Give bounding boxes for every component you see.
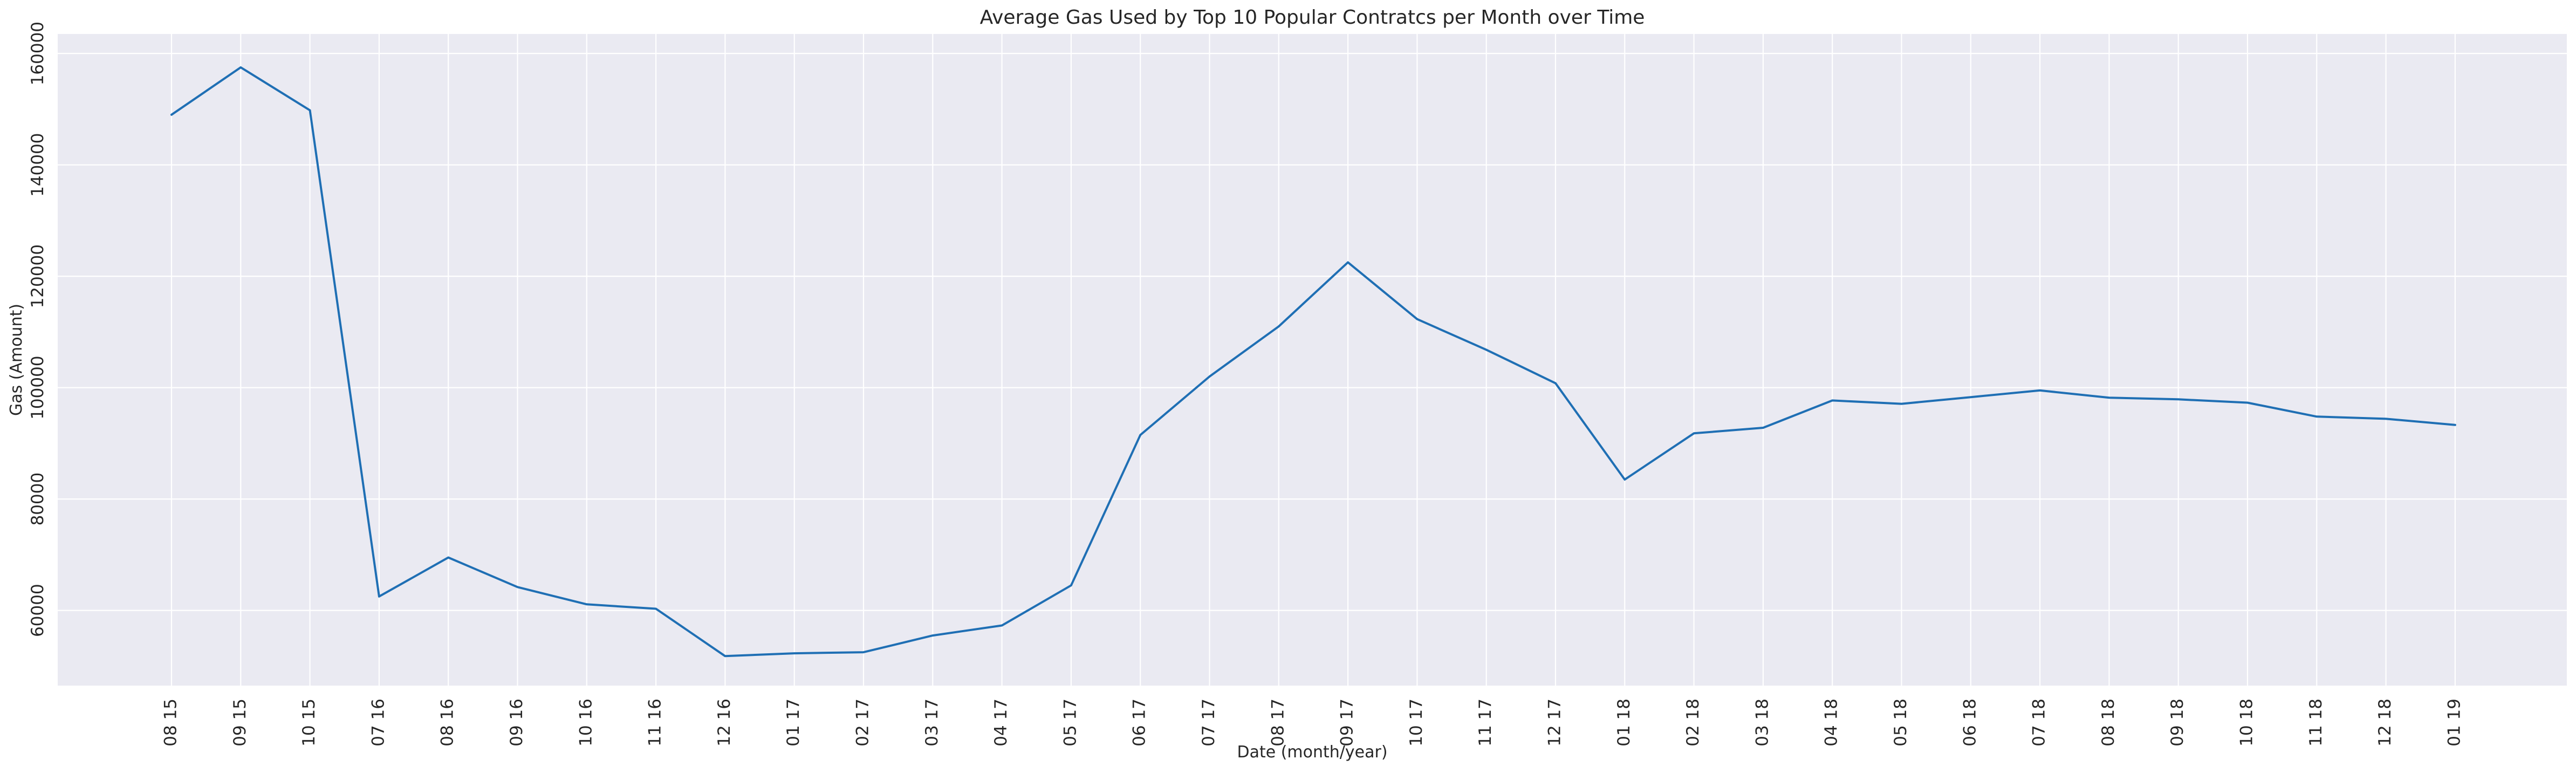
x-tick-label: 08 18 (2099, 699, 2118, 747)
x-axis-label: Date (month/year) (1237, 743, 1387, 762)
series-line (170, 66, 2456, 658)
x-tick-label: 10 16 (576, 699, 595, 747)
plot-background (58, 34, 2567, 686)
x-tick-label: 06 18 (1960, 699, 1979, 747)
x-tick-label: 10 15 (299, 699, 319, 747)
x-tick-label: 09 16 (507, 699, 526, 747)
x-tick-label: 07 17 (1199, 699, 1218, 747)
chart-title: Average Gas Used by Top 10 Popular Contr… (980, 6, 1645, 29)
y-gridlines (58, 53, 2567, 611)
x-gridlines (170, 34, 2456, 686)
x-tick-label: 07 16 (368, 699, 388, 747)
x-tick-label: 12 17 (1545, 699, 1565, 747)
y-tick-label: 80000 (28, 473, 47, 526)
x-tick-label: 04 17 (991, 699, 1011, 747)
x-tick-label: 01 17 (784, 699, 803, 747)
x-tick-label: 09 17 (1338, 699, 1357, 747)
x-tick-label: 11 16 (646, 699, 665, 747)
y-tick-label: 60000 (28, 584, 47, 637)
x-tick-label: 12 16 (715, 699, 734, 747)
x-tick-label: 02 17 (853, 699, 873, 747)
x-tick-label: 02 18 (1683, 699, 1703, 747)
x-tick-label: 04 18 (1822, 699, 1841, 747)
x-tick-label: 09 15 (230, 699, 250, 747)
x-tick-label: 11 17 (1476, 699, 1495, 747)
x-tick-label: 05 18 (1891, 699, 1910, 747)
y-tick-label: 120000 (28, 244, 47, 308)
x-tick-label: 07 18 (2030, 699, 2049, 747)
x-tick-label: 03 18 (1752, 699, 1772, 747)
x-tick-label: 09 18 (2168, 699, 2187, 747)
y-tick-label: 160000 (28, 22, 47, 85)
x-tick-label: 08 16 (438, 699, 457, 747)
x-tick-label: 08 15 (161, 699, 181, 747)
y-tick-label: 140000 (28, 133, 47, 196)
x-tick-label: 10 18 (2237, 699, 2257, 747)
y-tick-labels: 60000 80000 100000 120000 140000 160000 (28, 22, 47, 637)
x-tick-label: 01 19 (2444, 699, 2464, 747)
x-tick-label: 10 17 (1407, 699, 1426, 747)
x-tick-label: 01 18 (1614, 699, 1634, 747)
x-tick-label: 03 17 (922, 699, 942, 747)
x-tick-label: 12 18 (2375, 699, 2395, 747)
x-tick-label: 06 17 (1130, 699, 1149, 747)
x-tick-label: 11 18 (2306, 699, 2326, 747)
y-axis-label: Gas (Amount) (7, 304, 26, 416)
x-tick-label: 05 17 (1060, 699, 1080, 747)
y-tick-label: 100000 (28, 355, 47, 419)
series-layer (170, 66, 2456, 658)
x-tick-labels: 08 15 09 15 10 15 07 16 08 16 09 16 10 16 11 16… (161, 699, 2464, 747)
x-tick-label: 08 17 (1268, 699, 1287, 747)
